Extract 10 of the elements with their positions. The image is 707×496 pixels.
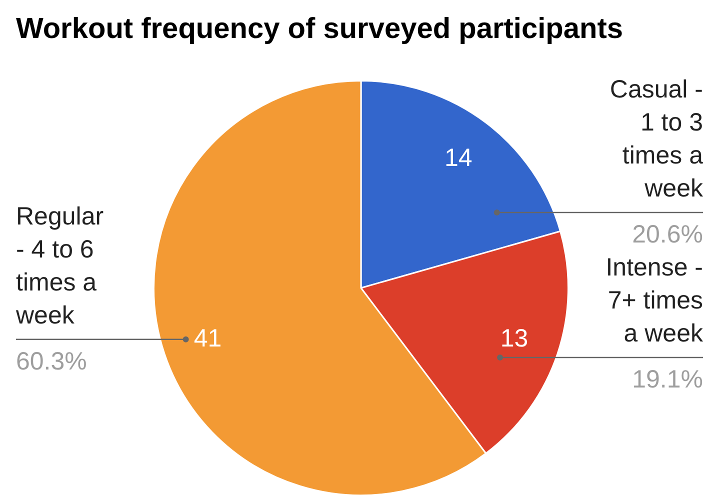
data-label: 41 bbox=[194, 324, 222, 352]
data-label: 14 bbox=[444, 144, 472, 172]
slice-label: Regular - 4 to 6 times a week bbox=[15, 202, 104, 330]
text: 19.1% bbox=[632, 365, 703, 394]
text: 20.6% bbox=[632, 220, 703, 248]
chart-title: Workout frequency of surveyed participants bbox=[16, 13, 623, 45]
slice-label: Casual - 1 to 3 times a week bbox=[610, 75, 704, 202]
slice-label: Intense - 7+ times a week bbox=[606, 253, 704, 348]
data-label: 13 bbox=[500, 324, 528, 352]
text: 60.3% bbox=[16, 347, 87, 376]
